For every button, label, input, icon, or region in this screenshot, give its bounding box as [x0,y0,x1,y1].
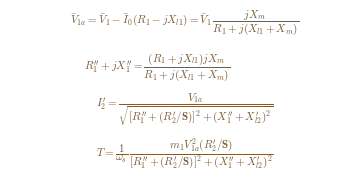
Text: $T = \dfrac{1}{\omega_s}\,\dfrac{m_1 V_{1a}^2(R_2^{\prime}/\mathbf{S})}{[R_1^{\p: $T = \dfrac{1}{\omega_s}\,\dfrac{m_1 V_{… [95,137,273,171]
Text: $I_2^{\prime} = \dfrac{V_{1a}}{\sqrt{[R_1^{\prime\prime} + (R_2^{\prime}/\mathbf: $I_2^{\prime} = \dfrac{V_{1a}}{\sqrt{[R_… [95,92,273,128]
Text: $\bar{V}_{1a} = \bar{V}_1 - \bar{I}_0(R_1 - jX_{l1}) = \bar{V}_1\,\dfrac{jX_m}{R: $\bar{V}_{1a} = \bar{V}_1 - \bar{I}_0(R_… [70,8,299,37]
Text: $R_1^{\prime\prime} + jX_1^{\prime\prime} = \dfrac{(R_1 + jX_{l1})jX_m}{R_1 + j(: $R_1^{\prime\prime} + jX_1^{\prime\prime… [83,51,230,83]
